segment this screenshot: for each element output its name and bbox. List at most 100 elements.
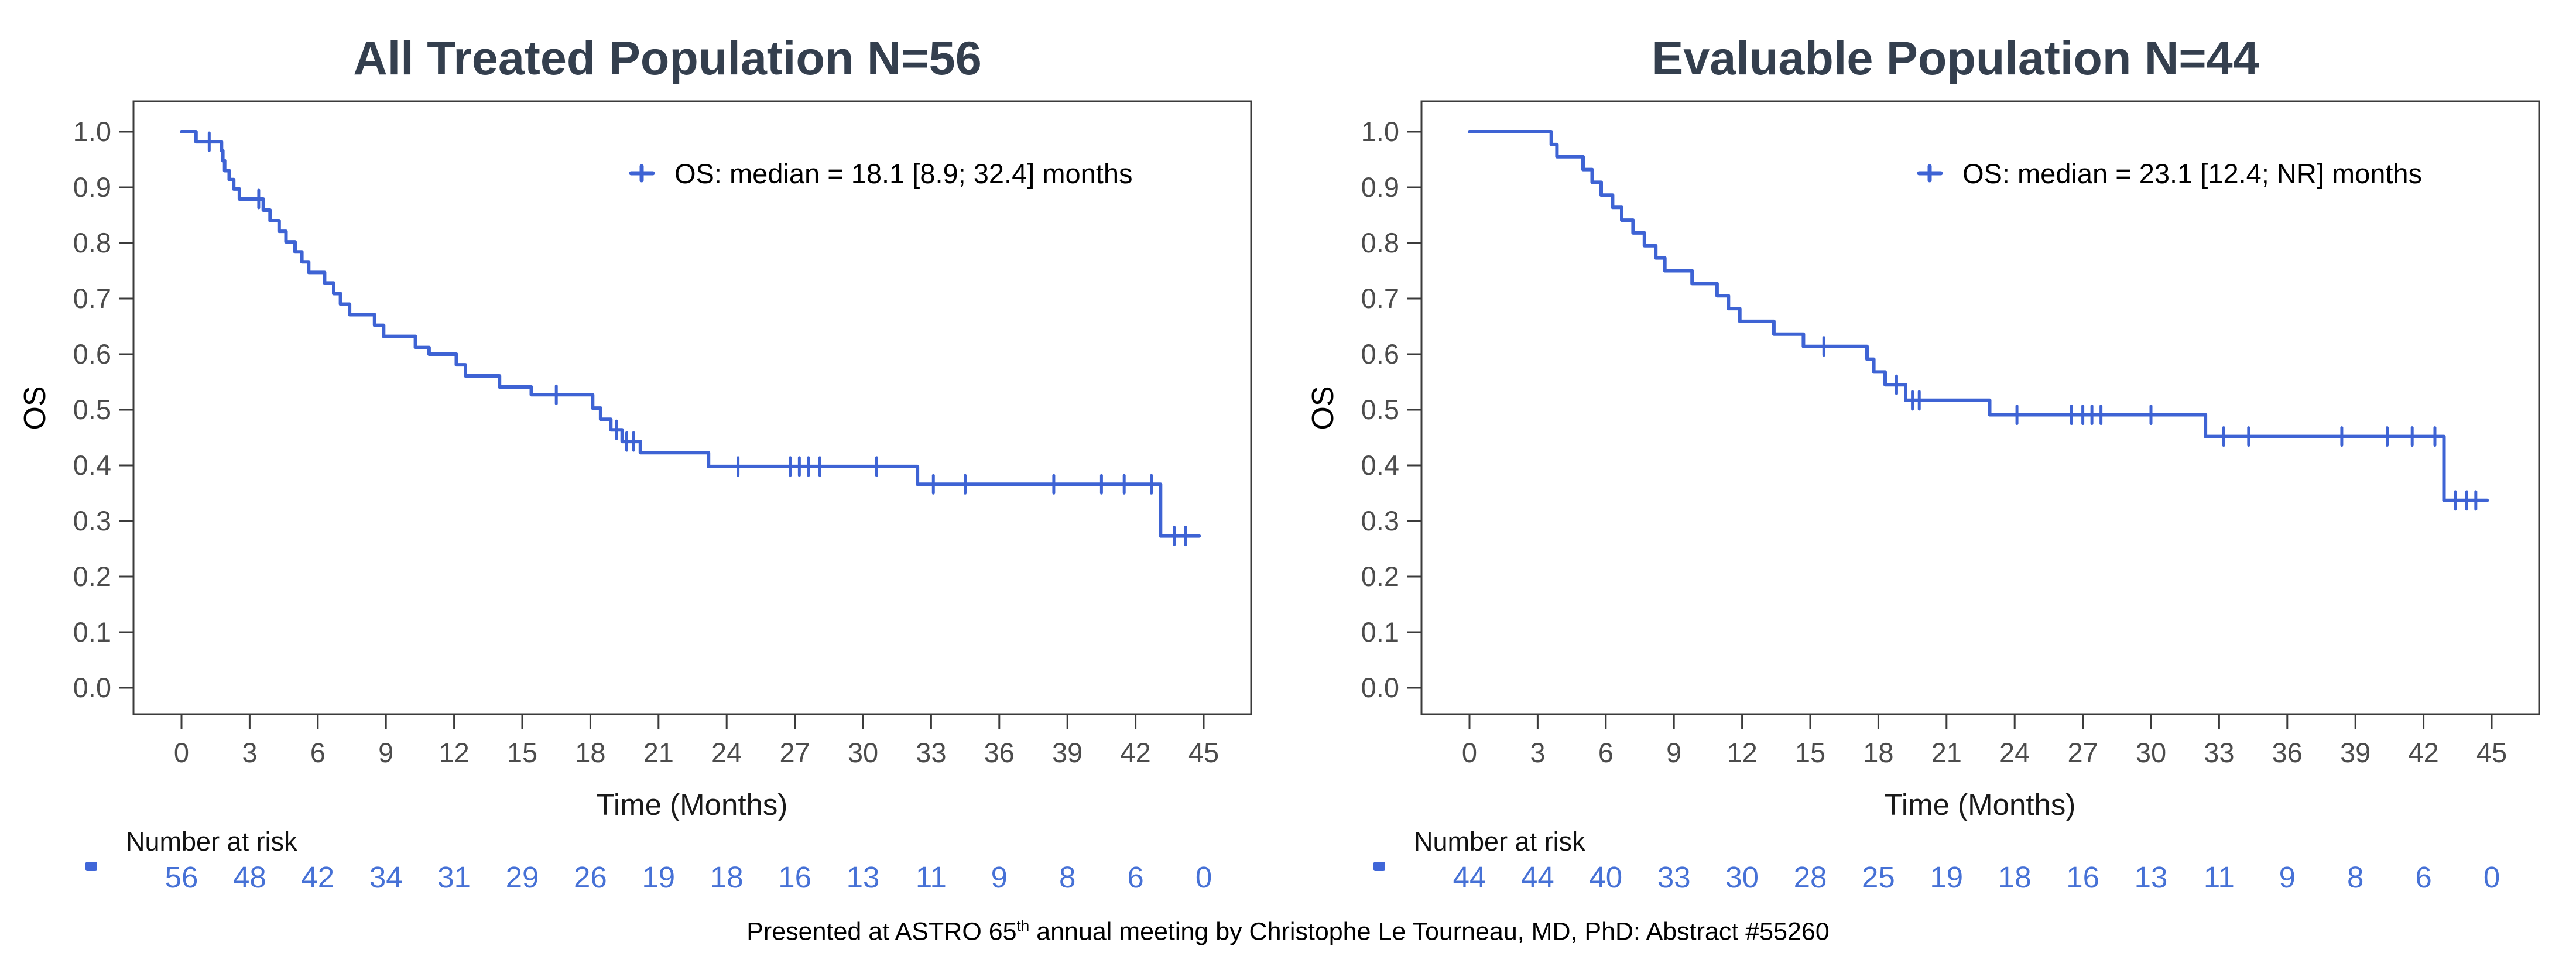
x-tick-label: 24 xyxy=(711,737,742,768)
y-tick-label: 0.0 xyxy=(73,672,111,703)
risk-count: 48 xyxy=(233,861,266,894)
x-tick-label: 18 xyxy=(1863,737,1893,768)
risk-count: 9 xyxy=(991,861,1008,894)
footer-text-suffix: annual meeting by Christophe Le Tourneau… xyxy=(1029,917,1830,946)
x-tick-label: 12 xyxy=(439,737,469,768)
x-tick-label: 21 xyxy=(643,737,674,768)
plot-border xyxy=(132,100,1252,715)
x-tick-label: 30 xyxy=(2136,737,2166,768)
risk-count: 13 xyxy=(2135,861,2168,894)
risk-count: 8 xyxy=(1059,861,1075,894)
risk-count: 11 xyxy=(916,861,947,894)
y-tick-label: 0.1 xyxy=(1361,616,1399,647)
y-tick-label: 0.9 xyxy=(73,172,111,203)
x-tick-label: 9 xyxy=(1666,737,1681,768)
x-tick-label: 24 xyxy=(1999,737,2030,768)
risk-series-marker-icon xyxy=(85,862,97,871)
x-tick-label: 12 xyxy=(1727,737,1757,768)
risk-count: 31 xyxy=(437,861,471,894)
footer-text: Presented at ASTRO 65 xyxy=(746,917,1017,946)
risk-count: 11 xyxy=(2204,861,2235,894)
x-axis-title: Time (Months) xyxy=(597,788,788,821)
x-tick-label: 15 xyxy=(507,737,537,768)
risk-count: 18 xyxy=(1998,861,2032,894)
risk-count: 56 xyxy=(165,861,198,894)
risk-count: 8 xyxy=(2347,861,2363,894)
y-tick-label: 0.2 xyxy=(73,561,111,592)
risk-count: 0 xyxy=(1195,861,1212,894)
x-tick-label: 42 xyxy=(2408,737,2438,768)
y-tick-label: 0.6 xyxy=(73,338,111,369)
y-tick-label: 0.6 xyxy=(1361,338,1399,369)
y-tick-label: 0.3 xyxy=(73,505,111,536)
x-tick-label: 45 xyxy=(2476,737,2507,768)
footer-citation: Presented at ASTRO 65th annual meeting b… xyxy=(0,902,2576,969)
risk-count: 44 xyxy=(1453,861,1486,894)
chart-panels: All Treated Population N=56 1.0 0.9 0.8 0.7 0… xyxy=(18,32,2540,894)
y-tick-label: 0.5 xyxy=(73,394,111,425)
risk-count: 9 xyxy=(2279,861,2296,894)
km-chart-all-treated: All Treated Population N=56 1.0 0.9 0.8 0.7 0… xyxy=(18,32,1252,894)
risk-series-marker-icon xyxy=(1373,862,1385,871)
plot-border xyxy=(1420,100,2540,715)
km-chart-evaluable: Evaluable Population N=44 1.0 0.9 0.8 0.7 0.6… xyxy=(1306,32,2540,894)
risk-count: 16 xyxy=(778,861,811,894)
risk-count: 33 xyxy=(1657,861,1691,894)
risk-count: 28 xyxy=(1794,861,1827,894)
risk-count: 30 xyxy=(1725,861,1759,894)
x-tick-label: 3 xyxy=(242,737,257,768)
x-tick-label: 0 xyxy=(1462,737,1477,768)
chart-title: All Treated Population N=56 xyxy=(353,32,982,85)
legend-label: OS: median = 18.1 [8.9; 32.4] months xyxy=(674,158,1133,189)
x-tick-label: 27 xyxy=(2067,737,2098,768)
risk-count: 18 xyxy=(710,861,744,894)
x-tick-label: 39 xyxy=(1052,737,1083,768)
risk-count: 44 xyxy=(1521,861,1554,894)
x-tick-label: 36 xyxy=(984,737,1015,768)
y-tick-label: 0.7 xyxy=(1361,283,1399,314)
x-tick-label: 30 xyxy=(848,737,878,768)
y-tick-label: 0.8 xyxy=(1361,227,1399,258)
y-tick-label: 0.5 xyxy=(1361,394,1399,425)
y-tick-label: 0.0 xyxy=(1361,672,1399,703)
y-tick-label: 0.4 xyxy=(73,450,111,481)
y-axis-title: OS xyxy=(1306,386,1340,430)
risk-table-header: Number at risk xyxy=(126,827,297,856)
x-tick-label: 27 xyxy=(779,737,810,768)
y-axis-title: OS xyxy=(18,386,52,430)
y-tick-label: 0.3 xyxy=(1361,505,1399,536)
risk-count: 40 xyxy=(1589,861,1622,894)
x-tick-label: 33 xyxy=(2204,737,2234,768)
x-tick-label: 36 xyxy=(2272,737,2303,768)
y-tick-label: 0.9 xyxy=(1361,172,1399,203)
risk-count: 19 xyxy=(1930,861,1963,894)
km-curve xyxy=(1468,130,2489,502)
x-axis-title: Time (Months) xyxy=(1885,788,2076,821)
x-tick-label: 42 xyxy=(1120,737,1150,768)
risk-table-header: Number at risk xyxy=(1414,827,1585,856)
risk-count: 34 xyxy=(369,861,403,894)
x-tick-label: 0 xyxy=(174,737,189,768)
y-tick-label: 0.8 xyxy=(73,227,111,258)
risk-count: 13 xyxy=(847,861,880,894)
footer-superscript: th xyxy=(1016,917,1030,934)
risk-count: 6 xyxy=(1127,861,1143,894)
y-tick-label: 0.1 xyxy=(73,616,111,647)
risk-count: 19 xyxy=(642,861,675,894)
x-tick-label: 3 xyxy=(1530,737,1545,768)
risk-count: 25 xyxy=(1862,861,1895,894)
y-tick-label: 0.7 xyxy=(73,283,111,314)
legend-label: OS: median = 23.1 [12.4; NR] months xyxy=(1962,158,2422,189)
x-tick-label: 6 xyxy=(1598,737,1614,768)
km-curve xyxy=(180,130,1201,538)
risk-count: 0 xyxy=(2483,861,2500,894)
risk-count: 16 xyxy=(2066,861,2099,894)
x-tick-label: 21 xyxy=(1931,737,1962,768)
risk-count: 26 xyxy=(574,861,607,894)
y-tick-label: 1.0 xyxy=(73,116,111,147)
y-tick-label: 0.4 xyxy=(1361,450,1399,481)
x-tick-label: 39 xyxy=(2340,737,2371,768)
risk-count: 42 xyxy=(301,861,334,894)
risk-count: 29 xyxy=(506,861,539,894)
y-tick-label: 0.2 xyxy=(1361,561,1399,592)
